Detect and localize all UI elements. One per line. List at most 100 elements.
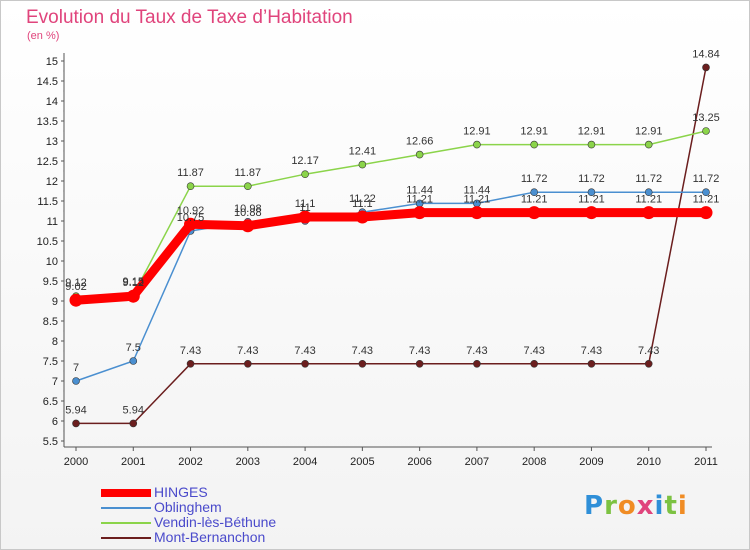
y-tick-label: 12 [46,176,58,188]
data-label: 11.44 [406,184,433,196]
proxiti-logo: Proxiti [584,491,688,521]
data-label: 11.1 [352,198,373,210]
data-point [126,289,140,303]
data-label: 9.15 [123,276,144,288]
logo-letter: P [584,491,605,521]
data-label: 12.91 [578,126,606,138]
data-label: 10.88 [234,207,262,219]
data-label: 7.43 [409,345,430,357]
data-point [530,359,538,368]
data-label: 7.43 [237,345,258,357]
y-tick-label: 15 [46,56,58,68]
x-tick-label: 2002 [178,456,202,468]
data-label: 12.17 [291,155,319,167]
legend-label: Oblinghem [154,499,222,515]
legend-label: Vendin-lès-Béthune [154,514,277,530]
y-tick-label: 10.5 [37,236,58,248]
data-point [587,359,596,368]
data-point [355,210,369,224]
data-label: 11.1 [295,198,316,210]
data-label: 7.43 [466,345,487,357]
data-point [473,359,481,368]
data-label: 10.75 [177,212,205,224]
data-point [530,188,538,196]
data-label: 7.43 [638,345,659,357]
logo-letter: r [604,491,618,521]
data-point [301,170,309,178]
y-tick-label: 9.5 [43,276,58,288]
data-point [358,359,367,368]
data-label: 11.21 [693,194,720,206]
data-label: 11.44 [464,184,491,196]
data-point [298,210,312,224]
data-point [72,377,80,385]
data-point [72,419,80,428]
data-point [186,359,195,368]
series-line-0 [71,208,711,305]
y-tick-label: 11 [47,216,58,228]
y-tick-label: 13.5 [37,116,58,128]
y-tick-label: 7.5 [43,356,58,368]
data-label: 11.21 [406,194,433,206]
legend: HINGES Oblinghem Vendin-lès-Béthune Mont-Be… [101,485,276,545]
data-label: 11.72 [578,173,605,185]
x-tick-label: 2000 [64,456,88,468]
data-label: 11.21 [578,194,605,206]
x-tick-label: 2009 [579,456,603,468]
x-tick-label: 2007 [465,456,489,468]
data-point [587,140,596,149]
data-point [587,188,596,196]
data-label: 10.92 [177,205,205,217]
chart-title: Evolution du Taux de Taxe d’Habitation [26,7,353,28]
data-label: 7.43 [352,345,373,357]
data-point [358,160,367,169]
data-label: 11.21 [521,194,548,206]
y-tick-label: 14 [46,96,58,108]
data-label: 12.91 [463,126,491,138]
x-tick-label: 2010 [636,456,660,468]
data-point [584,206,598,220]
data-label: 5.94 [123,404,144,416]
y-tick-label: 8.5 [43,316,58,328]
legend-swatch [101,506,151,509]
data-label: 11.21 [635,194,662,206]
y-tick-label: 12.5 [37,156,58,168]
data-point [702,127,710,135]
y-tick-label: 13 [46,136,58,148]
logo-letter: o [617,491,637,521]
data-point [699,206,713,220]
legend-item: Mont-Bernanchon [101,530,276,545]
series-line-2 [75,130,707,297]
y-tick-label: 6.5 [43,396,58,408]
data-point [644,140,653,149]
data-point [129,419,138,428]
x-tick-label: 2003 [236,456,260,468]
legend-item: Vendin-lès-Béthune [101,515,276,530]
data-label: 11.21 [464,194,491,206]
data-label: 7.43 [294,345,315,357]
data-point [470,206,484,220]
series-line-3 [75,66,707,425]
x-tick-label: 2001 [121,456,145,468]
data-label: 11.72 [693,173,720,185]
x-tick-label: 2006 [407,456,431,468]
data-point [301,359,309,368]
data-point [702,63,710,72]
y-tick-label: 7 [52,376,58,388]
data-point [642,206,656,220]
data-label: 7.5 [126,342,141,354]
data-label: 9.02 [65,281,86,293]
data-point [415,359,424,368]
data-label: 11.87 [234,167,261,179]
data-point [530,140,538,149]
data-label: 7.43 [523,345,544,357]
legend-item: Oblinghem [101,500,276,515]
data-label: 9.12 [65,277,86,289]
x-tick-label: 2011 [694,456,718,468]
data-point [644,359,653,368]
data-label: 7.43 [581,345,602,357]
logo-letter: i [677,491,688,521]
data-point [244,359,252,368]
